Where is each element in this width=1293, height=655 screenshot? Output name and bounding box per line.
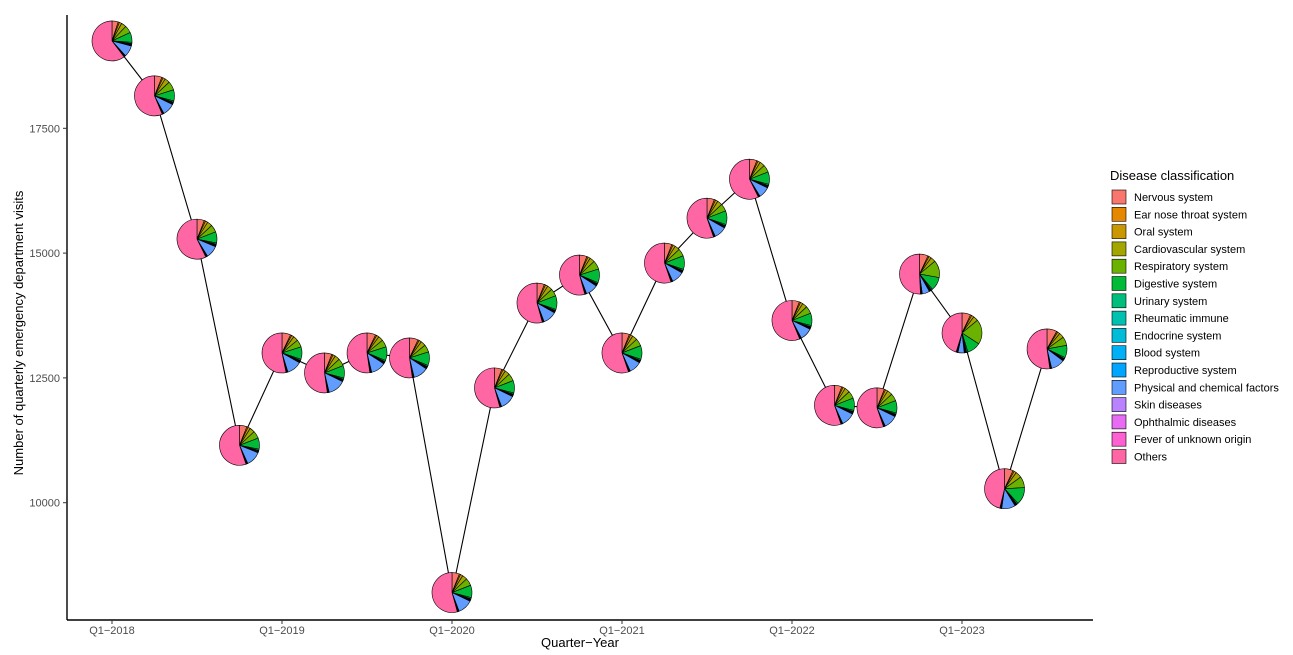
x-tick-label: Q1−2019 bbox=[259, 625, 305, 637]
legend-label: Ophthalmic diseases bbox=[1134, 417, 1237, 429]
pie-slice bbox=[984, 468, 1005, 509]
pie-slice bbox=[729, 158, 759, 200]
x-tick-label: Q1−2021 bbox=[599, 625, 645, 637]
legend-label: Oral system bbox=[1134, 227, 1193, 239]
pie-slice bbox=[346, 332, 371, 374]
legend-swatch bbox=[1111, 258, 1127, 274]
pie-slice bbox=[431, 572, 458, 613]
legend-title: Disease classification bbox=[1110, 168, 1234, 183]
legend-label: Reproductive system bbox=[1134, 365, 1237, 377]
pie-marker bbox=[729, 158, 770, 200]
pie-slice bbox=[474, 367, 501, 409]
axes: 10000 12500 15000 17500 Q1−2018 Q1−2019 Q1−202… bbox=[29, 15, 1093, 637]
legend-label: Ear nose throat system bbox=[1134, 209, 1247, 221]
pie-slice bbox=[1026, 328, 1051, 370]
pie-slice bbox=[899, 253, 921, 295]
pie-marker bbox=[516, 282, 558, 324]
x-tick-label: Q1−2022 bbox=[769, 625, 815, 637]
pie-marker bbox=[134, 75, 175, 117]
pie-marker bbox=[856, 387, 898, 429]
legend-label: Urinary system bbox=[1134, 296, 1207, 308]
legend-label: Fever of unknown origin bbox=[1134, 434, 1251, 446]
legend-swatch bbox=[1111, 241, 1127, 257]
pie-markers-layer bbox=[91, 20, 1068, 613]
pie-slice bbox=[304, 352, 328, 394]
pie-slice bbox=[814, 385, 842, 426]
legend-swatch bbox=[1111, 362, 1127, 378]
y-tick-label: 10000 bbox=[29, 498, 60, 510]
legend-swatch bbox=[1111, 207, 1127, 222]
x-tick-label: Q1−2018 bbox=[89, 625, 135, 637]
pie-slice bbox=[176, 218, 207, 260]
legend-swatch bbox=[1111, 397, 1127, 412]
legend-items: Nervous system Ear nose throat system Oral… bbox=[1111, 189, 1279, 464]
legend-swatch bbox=[1111, 379, 1127, 395]
legend-label: Cardiovascular system bbox=[1134, 244, 1245, 256]
legend-swatch bbox=[1111, 310, 1127, 326]
legend-swatch bbox=[1111, 345, 1127, 361]
pie-marker bbox=[176, 218, 218, 260]
legend-label: Endocrine system bbox=[1134, 330, 1221, 342]
pie-marker bbox=[984, 468, 1025, 510]
pie-marker bbox=[559, 254, 600, 296]
legend-label: Rheumatic immune bbox=[1134, 313, 1229, 325]
pie-slice bbox=[686, 197, 714, 239]
y-tick-label: 15000 bbox=[29, 248, 60, 260]
pie-slice bbox=[516, 282, 543, 324]
legend-label: Digestive system bbox=[1134, 279, 1217, 291]
pie-slice bbox=[941, 312, 963, 353]
series-line-layer bbox=[111, 40, 1048, 593]
legend-swatch bbox=[1111, 276, 1127, 291]
pie-slice bbox=[91, 20, 125, 62]
pie-marker bbox=[431, 572, 473, 613]
pie-marker bbox=[941, 312, 983, 354]
series-line bbox=[111, 40, 1048, 593]
pie-marker bbox=[474, 367, 515, 409]
pie-slice bbox=[261, 332, 287, 374]
x-tick-label: Q1−2020 bbox=[429, 625, 475, 637]
pie-marker bbox=[389, 337, 430, 379]
pie-slice bbox=[644, 242, 672, 284]
legend: Disease classification Nervous system Ear… bbox=[1110, 168, 1279, 464]
pie-marker bbox=[261, 332, 303, 374]
y-tick-label: 17500 bbox=[29, 123, 60, 135]
pie-marker bbox=[644, 242, 685, 284]
legend-swatch bbox=[1111, 189, 1127, 205]
pie-slice bbox=[856, 387, 884, 429]
y-axis-label: Number of quarterly emergency department… bbox=[11, 190, 26, 475]
legend-label: Others bbox=[1134, 452, 1168, 464]
pie-marker bbox=[91, 20, 133, 62]
pie-slice bbox=[601, 332, 629, 374]
pie-marker bbox=[686, 197, 728, 239]
pie-slice bbox=[771, 300, 801, 341]
legend-swatch bbox=[1111, 293, 1127, 309]
pie-marker bbox=[601, 332, 643, 374]
y-tick-label: 12500 bbox=[29, 373, 60, 385]
x-axis-label: Quarter−Year bbox=[541, 635, 620, 650]
pie-marker bbox=[899, 253, 940, 295]
legend-label: Respiratory system bbox=[1134, 261, 1228, 273]
legend-swatch bbox=[1111, 224, 1127, 239]
legend-label: Blood system bbox=[1134, 348, 1200, 360]
pie-marker bbox=[1026, 328, 1068, 370]
legend-swatch bbox=[1111, 449, 1127, 464]
pie-slice bbox=[219, 424, 247, 466]
pie-slice bbox=[389, 337, 413, 379]
legend-swatch bbox=[1111, 431, 1127, 447]
pie-marker bbox=[814, 385, 855, 426]
pie-slice bbox=[134, 75, 163, 117]
pie-marker bbox=[304, 352, 345, 394]
pie-marker bbox=[771, 300, 813, 341]
pie-marker bbox=[346, 332, 388, 374]
pie-marker bbox=[219, 424, 260, 466]
legend-label: Physical and chemical factors bbox=[1134, 382, 1279, 394]
legend-label: Nervous system bbox=[1134, 192, 1213, 204]
x-tick-label: Q1−2023 bbox=[939, 625, 985, 637]
pie-slice bbox=[559, 254, 586, 296]
legend-swatch bbox=[1111, 414, 1127, 430]
legend-label: Skin diseases bbox=[1134, 400, 1202, 412]
legend-swatch bbox=[1111, 328, 1127, 343]
